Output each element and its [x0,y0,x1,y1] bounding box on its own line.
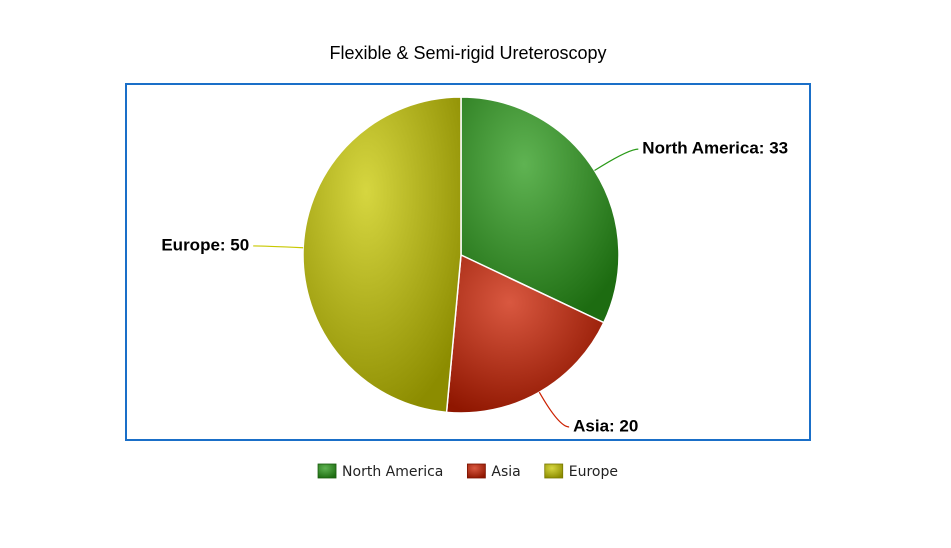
pie-slice [302,96,462,414]
label-connector [538,391,570,428]
legend-swatch [544,463,564,479]
pie-slice [445,253,605,414]
data-label: Europe: 50 [161,235,249,254]
data-label: Asia: 20 [573,416,638,435]
pie-slice [460,96,620,324]
chart-title: Flexible & Semi-rigid Ureteroscopy [329,43,606,63]
legend-label: Asia [491,464,520,480]
legend-swatch [466,463,486,479]
label-connector [253,245,304,249]
legend-swatch [317,463,337,479]
legend-label: Europe [569,464,618,480]
plot-border [125,83,811,441]
data-label: North America: 33 [642,139,788,158]
label-connector [594,148,639,172]
legend-label: North America [342,464,443,480]
